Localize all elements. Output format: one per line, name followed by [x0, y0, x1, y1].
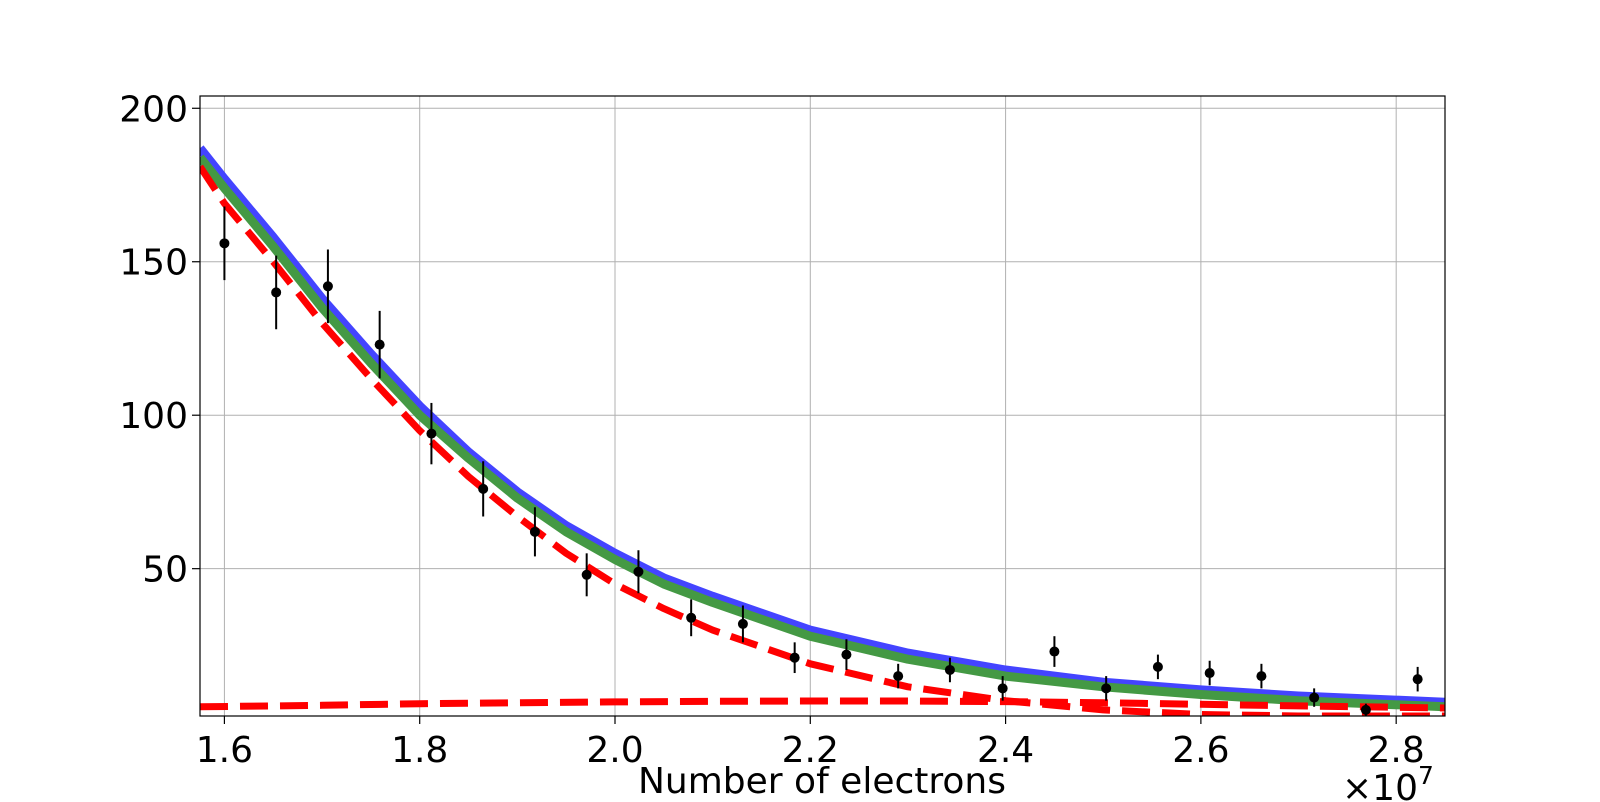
data-point	[737, 618, 748, 629]
data-point	[581, 569, 592, 580]
x-axis-offset-base: ×10	[1342, 768, 1418, 802]
data-point	[1152, 661, 1163, 672]
data-point	[1049, 646, 1060, 657]
axis-ticks: 1.6 1.8 2.0 2.2 2.4 2.6 2.8 50 100 150 200	[119, 89, 1425, 771]
data-point	[841, 649, 852, 660]
data-point	[529, 526, 540, 537]
x-axis-title: Number of electrons	[638, 761, 1006, 802]
plot-area	[200, 96, 1445, 716]
data-point	[1101, 683, 1112, 694]
data-point	[374, 339, 385, 350]
data-point	[271, 287, 282, 298]
data-point	[478, 483, 489, 494]
data-point	[1256, 671, 1267, 682]
plot-frame	[199, 95, 1446, 717]
data-point	[633, 566, 644, 577]
data-point	[322, 281, 333, 292]
y-tick-label: 50	[142, 550, 188, 591]
data-point	[686, 612, 697, 623]
series-line-3	[200, 164, 1445, 716]
y-tick-label: 150	[119, 243, 188, 284]
y-tick-label: 200	[119, 89, 188, 130]
data-point	[1309, 692, 1320, 703]
x-tick-label: 2.0	[586, 730, 643, 771]
data-point	[1204, 668, 1215, 679]
x-axis-offset-exponent: 7	[1418, 761, 1434, 790]
x-tick-label: 2.4	[977, 730, 1034, 771]
series-line-4	[200, 697, 1445, 712]
x-tick-label: 1.6	[196, 730, 253, 771]
y-tick-label: 100	[119, 396, 188, 437]
data-point	[997, 683, 1008, 694]
x-tick-label: 2.6	[1172, 730, 1229, 771]
data-point	[1360, 704, 1371, 715]
data-point	[219, 238, 230, 249]
data-point	[1412, 674, 1423, 685]
series-line-1	[200, 145, 1445, 707]
data-points	[219, 206, 1423, 716]
x-axis-offset-label: ×107	[1342, 761, 1434, 802]
data-point	[944, 664, 955, 675]
x-tick-label: 2.8	[1368, 730, 1425, 771]
data-point	[789, 652, 800, 663]
data-point	[426, 428, 437, 439]
x-tick-label: 2.2	[782, 730, 839, 771]
x-tick-label: 1.8	[391, 730, 448, 771]
data-point	[893, 671, 904, 682]
